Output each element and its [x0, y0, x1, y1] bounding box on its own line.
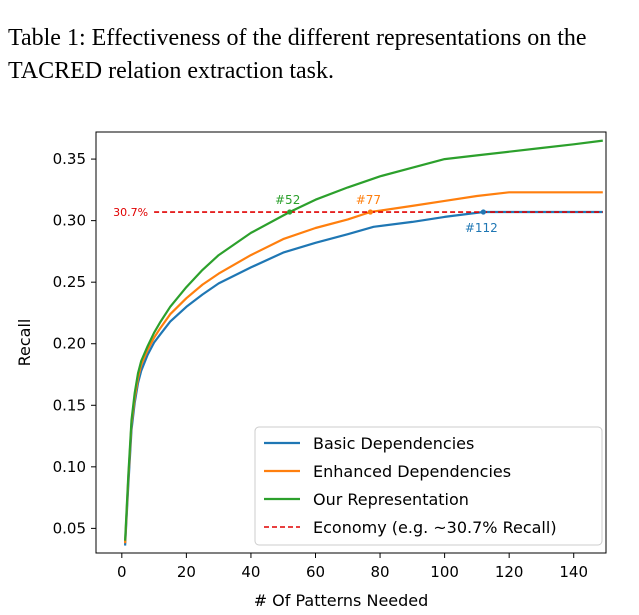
series-line-our-representation — [124, 139, 603, 541]
x-tick-label: 0 — [117, 563, 127, 581]
legend-label: Our Representation — [313, 490, 469, 509]
annotation-marker — [287, 209, 293, 215]
y-tick-label: 0.10 — [53, 458, 86, 476]
x-tick-label: 100 — [430, 563, 459, 581]
annotation-layer: #52 #77 #112 — [275, 193, 498, 235]
plot-frame — [95, 131, 607, 554]
y-tick-label: 0.05 — [53, 519, 86, 537]
annotation-label: #112 — [465, 221, 498, 235]
annotation-label: #77 — [356, 193, 381, 207]
legend-box — [254, 426, 603, 546]
x-tick-label: 140 — [559, 563, 588, 581]
legend-label: Basic Dependencies — [313, 434, 474, 453]
x-axis-label: # Of Patterns Needed — [254, 591, 429, 610]
plot-border — [95, 131, 607, 554]
table-caption: Table 1: Effectiveness of the different … — [8, 25, 587, 84]
y-tick-label: 0.25 — [53, 273, 86, 291]
annotation-marker — [480, 209, 486, 215]
x-tick-label: 40 — [241, 563, 260, 581]
legend-label: Economy (e.g. ~30.7% Recall) — [313, 518, 557, 537]
y-tick-label: 0.35 — [53, 150, 86, 168]
threshold-layer: 30.7% — [113, 206, 603, 219]
threshold-label: 30.7% — [113, 206, 148, 219]
x-tick-label: 60 — [306, 563, 325, 581]
legend-label: Enhanced Dependencies — [313, 462, 511, 481]
x-tick-label: 120 — [495, 563, 524, 581]
y-axis-label: Recall — [15, 319, 34, 367]
annotation-marker — [367, 209, 373, 215]
y-tick-label: 0.30 — [53, 212, 86, 230]
legend: Basic Dependencies Enhanced Dependencies O… — [254, 426, 603, 546]
x-tick-label: 20 — [177, 563, 196, 581]
annotation-label: #52 — [275, 193, 300, 207]
ticks-layer: 0 20 40 60 80 100 120 140 0.05 0.10 0.15 0.20 0.25 0.… — [15, 150, 588, 610]
y-tick-label: 0.15 — [53, 396, 86, 414]
x-tick-label: 80 — [371, 563, 390, 581]
y-tick-label: 0.20 — [53, 335, 86, 353]
